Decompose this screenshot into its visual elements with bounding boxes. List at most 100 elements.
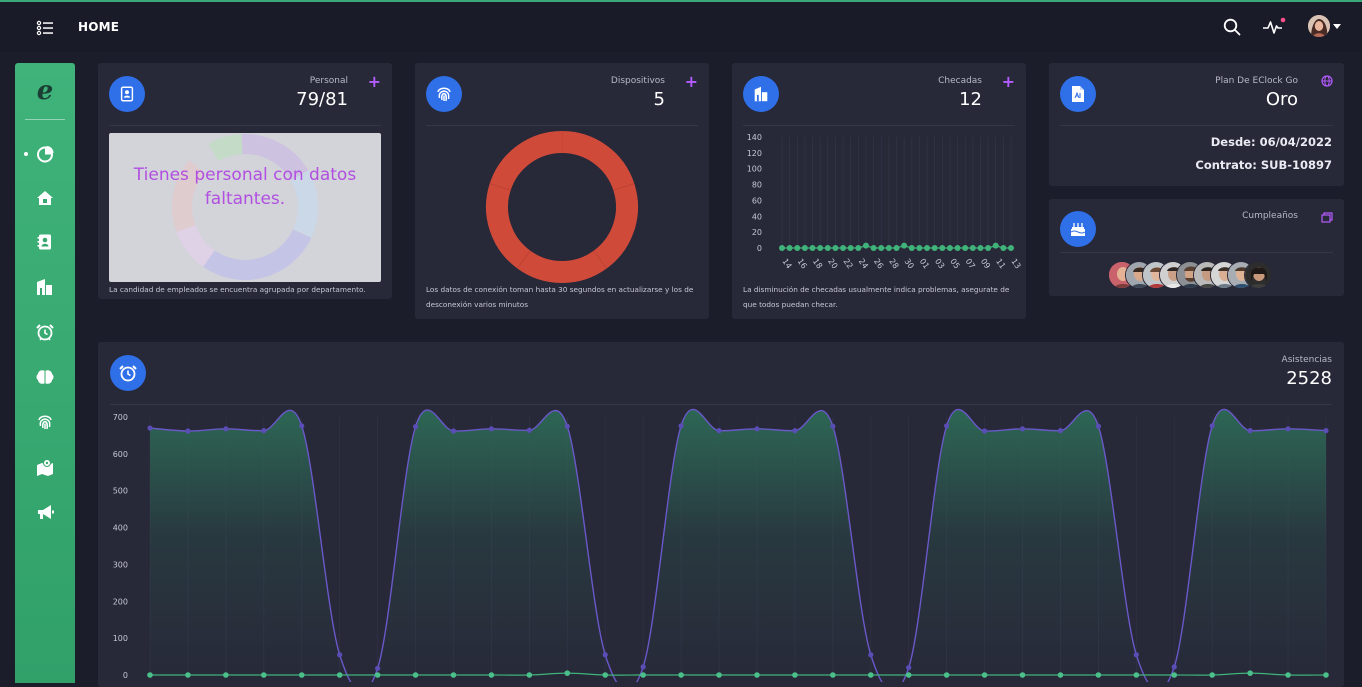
fingerprint-icon[interactable] [35, 412, 55, 432]
alarm-clock-icon[interactable] [35, 322, 55, 342]
add-checada-button[interactable]: + [1001, 72, 1015, 91]
data-point[interactable] [906, 665, 912, 671]
data-point[interactable] [870, 245, 877, 251]
data-point[interactable] [450, 428, 457, 434]
home-icon[interactable] [35, 188, 55, 208]
data-point[interactable] [1209, 423, 1215, 429]
data-point[interactable] [830, 672, 836, 678]
data-point[interactable] [564, 423, 570, 429]
data-point[interactable] [1285, 672, 1291, 678]
data-point[interactable] [824, 245, 831, 251]
data-point[interactable] [867, 672, 874, 678]
donut-slice[interactable] [561, 131, 635, 191]
chevron-down-icon[interactable] [1333, 24, 1341, 30]
data-point[interactable] [374, 672, 381, 678]
data-point[interactable] [526, 427, 532, 433]
data-point[interactable] [1323, 428, 1329, 434]
data-point[interactable] [1171, 664, 1177, 670]
globe-icon[interactable] [1321, 75, 1333, 87]
donut-slice[interactable] [517, 250, 607, 283]
data-point[interactable] [147, 672, 153, 678]
data-point[interactable] [678, 672, 684, 678]
data-point[interactable] [1095, 423, 1101, 429]
brain-icon[interactable] [35, 367, 55, 387]
data-point[interactable] [931, 245, 938, 251]
data-point[interactable] [855, 245, 862, 251]
data-point[interactable] [893, 245, 900, 251]
data-point[interactable] [1247, 670, 1253, 676]
data-point[interactable] [375, 665, 381, 671]
data-point[interactable] [640, 672, 646, 678]
data-point[interactable] [905, 672, 912, 678]
data-point[interactable] [298, 672, 305, 678]
data-point[interactable] [981, 428, 988, 434]
data-point[interactable] [602, 672, 609, 678]
data-point[interactable] [992, 242, 999, 249]
donut-slice[interactable] [489, 131, 563, 191]
data-point[interactable] [754, 426, 760, 432]
data-point[interactable] [488, 672, 495, 678]
donut-slice[interactable] [486, 183, 531, 269]
avatar[interactable] [1244, 261, 1272, 289]
missing-data-banner[interactable]: Tienes personal con datos faltantes. [109, 133, 381, 282]
data-point[interactable] [946, 245, 953, 251]
data-point[interactable] [794, 245, 801, 251]
data-point[interactable] [1133, 672, 1140, 678]
data-point[interactable] [954, 245, 961, 251]
data-point[interactable] [526, 672, 533, 678]
window-icon[interactable] [1321, 212, 1333, 223]
data-point[interactable] [185, 672, 191, 678]
map-icon[interactable] [35, 457, 55, 477]
dashboard-pie-icon[interactable] [35, 144, 55, 164]
data-point[interactable] [1057, 428, 1064, 434]
data-point[interactable] [147, 425, 153, 431]
data-point[interactable] [801, 245, 808, 251]
data-point[interactable] [878, 245, 885, 251]
data-point[interactable] [792, 428, 798, 434]
data-point[interactable] [1323, 672, 1329, 678]
data-point[interactable] [1019, 672, 1026, 678]
data-point[interactable] [832, 245, 839, 251]
user-avatar[interactable] [1308, 15, 1330, 37]
data-point[interactable] [1171, 672, 1178, 678]
menu-list-icon[interactable] [36, 19, 54, 37]
data-point[interactable] [985, 245, 992, 251]
add-device-button[interactable]: + [684, 72, 698, 91]
data-point[interactable] [981, 672, 988, 678]
data-point[interactable] [602, 652, 608, 658]
data-point[interactable] [1247, 428, 1253, 434]
data-point[interactable] [185, 428, 191, 434]
data-point[interactable] [868, 652, 874, 658]
activity-pulse-icon[interactable] [1262, 16, 1286, 38]
data-point[interactable] [450, 672, 457, 678]
data-point[interactable] [412, 423, 419, 430]
data-point[interactable] [1000, 245, 1007, 251]
contact-card-icon[interactable] [35, 232, 55, 252]
data-point[interactable] [901, 242, 908, 249]
data-point[interactable] [862, 242, 869, 249]
data-point[interactable] [299, 423, 305, 429]
data-point[interactable] [337, 652, 343, 658]
add-personal-button[interactable]: + [367, 72, 381, 91]
data-point[interactable] [1008, 245, 1014, 251]
data-point[interactable] [817, 245, 824, 251]
data-point[interactable] [792, 672, 798, 678]
data-point[interactable] [908, 245, 915, 251]
data-point[interactable] [977, 245, 984, 251]
data-point[interactable] [962, 245, 969, 251]
data-point[interactable] [924, 245, 931, 251]
data-point[interactable] [939, 245, 946, 251]
data-point[interactable] [943, 672, 950, 678]
data-point[interactable] [412, 672, 419, 678]
data-point[interactable] [716, 672, 722, 678]
data-point[interactable] [488, 426, 495, 432]
data-point[interactable] [916, 245, 923, 251]
data-point[interactable] [840, 245, 847, 251]
data-point[interactable] [261, 672, 267, 678]
megaphone-icon[interactable] [35, 502, 55, 522]
data-point[interactable] [847, 245, 854, 251]
data-point[interactable] [830, 423, 836, 429]
data-point[interactable] [1285, 426, 1291, 432]
data-point[interactable] [809, 245, 816, 251]
data-point[interactable] [261, 428, 267, 434]
